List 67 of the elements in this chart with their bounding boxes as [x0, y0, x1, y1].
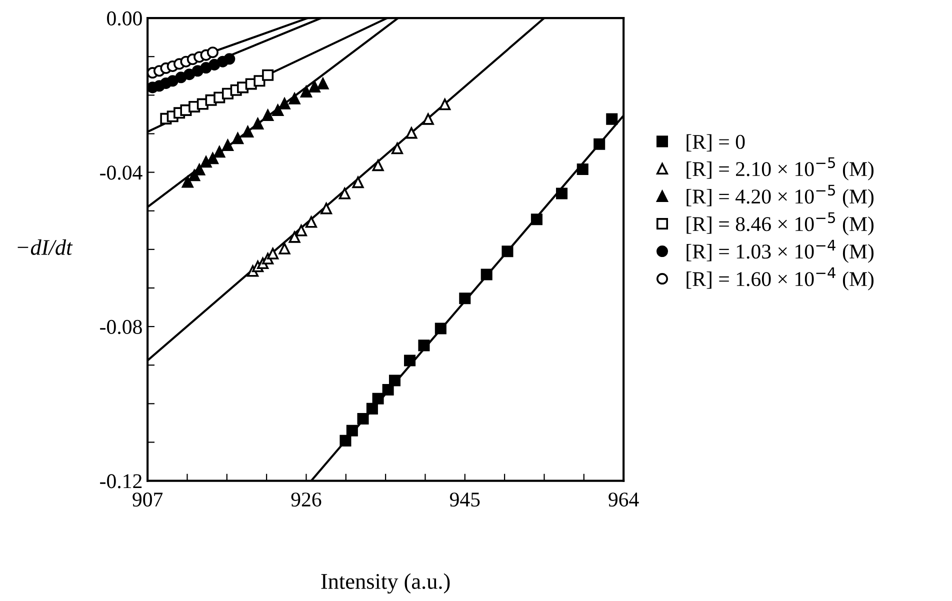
point [459, 292, 471, 304]
point [262, 69, 274, 81]
x-tick-label: 945 [450, 492, 480, 507]
point [606, 113, 618, 125]
point [288, 92, 300, 104]
point [357, 412, 369, 424]
x-axis-title: Intensity (a.u.) [321, 573, 450, 594]
point [530, 214, 542, 226]
point [222, 140, 234, 152]
point [317, 78, 329, 90]
legend-label: [R] = 1.60 × 10$^{−4}$ (M) [686, 267, 874, 290]
point [224, 53, 236, 65]
y-axis-title: −dI/dt [18, 239, 73, 255]
point [340, 434, 352, 446]
x-tick-label: 907 [132, 492, 163, 507]
point [278, 98, 290, 110]
y-tick-label: -0.12 [100, 474, 142, 488]
x-tick-label: 926 [291, 492, 322, 507]
y-tick-label: -0.04 [100, 166, 142, 180]
x-tick-label: 964 [608, 492, 639, 507]
point [388, 374, 401, 386]
point [184, 68, 196, 80]
legend-label: [R] = 1.03 × 10$^{−4}$ (M) [686, 240, 874, 263]
point [418, 340, 430, 352]
point [372, 392, 384, 404]
legend-label: [R] = 0 [686, 134, 745, 152]
y-tick-label: -0.08 [100, 320, 142, 334]
point [352, 176, 364, 188]
point [439, 98, 451, 110]
point [434, 322, 446, 334]
point [252, 118, 264, 130]
point [576, 163, 588, 175]
point [300, 86, 312, 98]
point [594, 138, 606, 150]
point [320, 202, 332, 214]
point [502, 246, 514, 258]
point [192, 65, 204, 77]
point [382, 384, 394, 396]
point [278, 242, 290, 254]
legend-label: [R] = 2.10 × 10$^{−5}$ (M) [686, 157, 874, 180]
point [200, 156, 212, 168]
point [372, 160, 384, 172]
point [242, 126, 254, 138]
point [338, 188, 350, 200]
point [206, 46, 218, 58]
point [305, 216, 318, 228]
point [288, 231, 300, 243]
point [422, 113, 434, 125]
point [556, 188, 568, 200]
point [366, 402, 378, 414]
point [308, 80, 320, 92]
point [295, 224, 307, 236]
point [404, 354, 416, 366]
point [214, 146, 226, 158]
legend-label: [R] = 4.20 × 10$^{−5}$ (M) [686, 184, 874, 208]
legend-label: [R] = 8.46 × 10$^{−5}$ (M) [686, 212, 874, 236]
point [182, 176, 194, 188]
point [480, 268, 492, 280]
point [232, 132, 244, 144]
point [166, 75, 178, 87]
point [391, 142, 404, 154]
point [406, 127, 418, 139]
point [272, 104, 284, 116]
y-tick-label: 0.00 [107, 11, 142, 26]
point [346, 424, 358, 436]
point [267, 248, 279, 260]
point [262, 109, 274, 121]
